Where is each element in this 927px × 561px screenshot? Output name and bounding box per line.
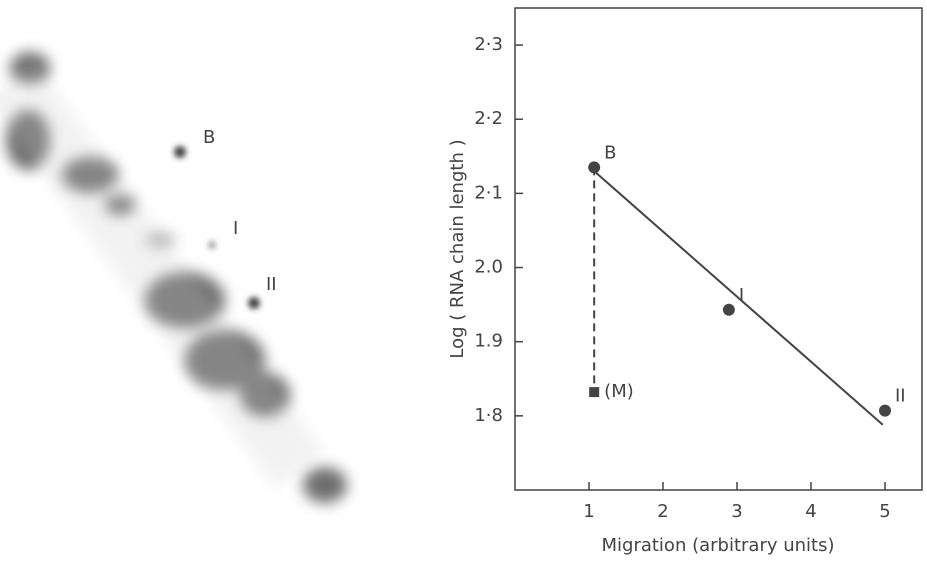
point-label: B bbox=[604, 142, 616, 163]
gel-label: B bbox=[203, 127, 215, 148]
marker bbox=[589, 387, 600, 398]
y-tick-label: 2·2 bbox=[474, 108, 503, 129]
gel-label: I bbox=[233, 218, 238, 239]
x-tick-label: 5 bbox=[879, 501, 890, 522]
x-tick-label: 2 bbox=[657, 501, 668, 522]
y-axis-label: Log ( RNA chain length ) bbox=[447, 139, 468, 358]
point bbox=[588, 161, 601, 174]
point-label: II bbox=[895, 386, 906, 407]
gel-image bbox=[0, 52, 347, 503]
point bbox=[722, 303, 735, 316]
marker-label: (M) bbox=[604, 381, 634, 402]
x-tick-label: 4 bbox=[805, 501, 816, 522]
y-tick-label: 1.9 bbox=[474, 331, 503, 352]
x-tick-label: 1 bbox=[583, 501, 594, 522]
point-label: I bbox=[739, 285, 744, 306]
plot-frame bbox=[514, 7, 923, 491]
x-axis-label: Migration (arbitrary units) bbox=[601, 535, 834, 556]
fit-line bbox=[593, 170, 884, 426]
y-tick-label: 1·8 bbox=[474, 405, 503, 426]
x-tick-label: 3 bbox=[731, 501, 742, 522]
gel-label: II bbox=[266, 274, 277, 295]
y-tick-label: 2.0 bbox=[474, 257, 503, 278]
y-tick-label: 2·3 bbox=[474, 34, 503, 55]
y-tick-label: 2·1 bbox=[474, 182, 503, 203]
point bbox=[879, 404, 891, 417]
